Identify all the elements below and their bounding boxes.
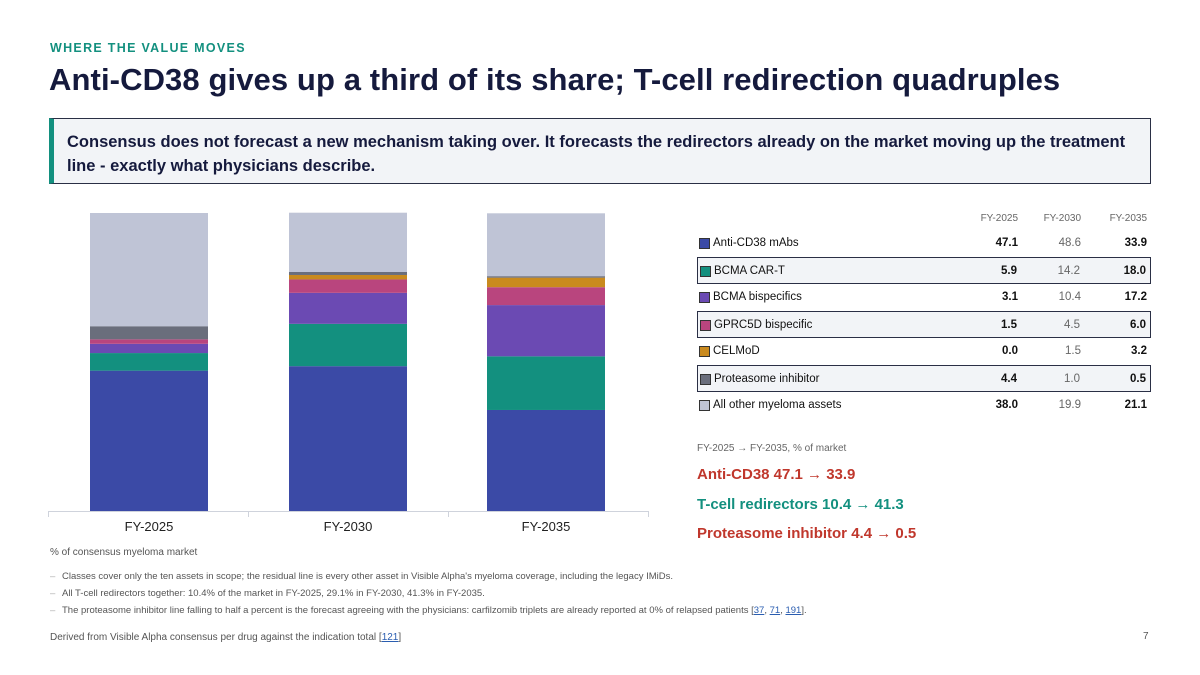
legend-swatch — [700, 374, 711, 385]
reference-link-71[interactable]: 71 — [769, 605, 781, 616]
source-end: ] — [398, 632, 402, 643]
col-header-fy2035: FY-2035 — [1109, 213, 1147, 224]
bar-segment-bcma-bispecifics-fy-2025 — [90, 343, 208, 354]
bar-segment-all-other-myeloma-assets-fy-2025 — [90, 213, 208, 327]
table-row: All other myeloma assets 38.0 19.9 21.1 — [697, 392, 1151, 419]
row-value: 19.9 — [1058, 399, 1081, 411]
source-footer: Derived from Visible Alpha consensus per… — [50, 632, 401, 643]
reference-link-121[interactable]: 121 — [381, 632, 399, 643]
footnote-3: The proteasome inhibitor line falling to… — [50, 605, 807, 616]
legend-swatch — [699, 292, 710, 303]
bar-segment-proteasome-inhibitor-fy-2025 — [90, 326, 208, 340]
legend-swatch — [699, 400, 710, 411]
row-value: 48.6 — [1058, 237, 1081, 249]
row-value: 4.4 — [1001, 373, 1017, 385]
row-value: 10.4 — [1058, 291, 1081, 303]
bar-segment-all-other-myeloma-assets-fy-2035 — [487, 213, 605, 277]
page-number: 7 — [1143, 631, 1149, 642]
row-value: 0.0 — [1002, 345, 1018, 357]
row-value: 14.2 — [1057, 265, 1080, 277]
bar-segment-bcma-car-t-fy-2025 — [90, 353, 208, 371]
row-value: 17.2 — [1124, 291, 1147, 303]
bar-segment-celmod-fy-2035 — [487, 277, 605, 288]
slide-title: Anti-CD38 gives up a third of its share;… — [49, 62, 1061, 97]
move-t-cell-redirectors: T-cell redirectors 10.4 → 41.3 — [697, 496, 904, 513]
row-label: All other myeloma assets — [713, 399, 842, 411]
move-proteasome-inhibitor: Proteasome inhibitor 4.4 → 0.5 — [697, 525, 917, 542]
row-value: 0.5 — [1130, 373, 1146, 385]
legend-swatch — [699, 346, 710, 357]
row-value: 33.9 — [1124, 237, 1147, 249]
row-label: GPRC5D bispecific — [714, 319, 813, 331]
footnote-1: Classes cover only the ten assets in sco… — [50, 571, 807, 582]
footnotes: Classes cover only the ten assets in sco… — [50, 571, 807, 622]
row-value: 47.1 — [995, 237, 1018, 249]
bar-segment-all-other-myeloma-assets-fy-2030 — [289, 212, 407, 273]
col-header-fy2030: FY-2030 — [1043, 213, 1081, 224]
bar-segment-bcma-car-t-fy-2030 — [289, 323, 407, 367]
table-row: CELMoD 0.0 1.5 3.2 — [697, 338, 1151, 365]
move-anti-cd38: Anti-CD38 47.1 → 33.9 — [697, 466, 856, 483]
bar-segment-bcma-car-t-fy-2035 — [487, 356, 605, 410]
col-header-fy2025: FY-2025 — [980, 213, 1018, 224]
bar-segment-gprc5d-bispecific-fy-2035 — [487, 287, 605, 306]
x-tick-label: FY-2030 — [324, 519, 373, 534]
legend-swatch — [699, 238, 710, 249]
row-label: Anti-CD38 mAbs — [713, 237, 799, 249]
table-row: Proteasome inhibitor 4.4 1.0 0.5 — [697, 365, 1151, 392]
source-text: Derived from Visible Alpha consensus per… — [50, 632, 382, 643]
bar-segment-anti-cd38-mabs-fy-2035 — [487, 409, 605, 511]
bar-segment-celmod-fy-2030 — [289, 274, 407, 280]
separator: , — [764, 605, 770, 616]
bar-segment-proteasome-inhibitor-fy-2030 — [289, 272, 407, 275]
table-row: GPRC5D bispecific 1.5 4.5 6.0 — [697, 311, 1151, 338]
footnote-2: All T-cell redirectors together: 10.4% o… — [50, 588, 807, 599]
row-value: 3.1 — [1002, 291, 1018, 303]
callout-text: Consensus does not forecast a new mechan… — [67, 133, 1126, 175]
bar-segment-proteasome-inhibitor-fy-2035 — [487, 276, 605, 278]
row-value: 5.9 — [1001, 265, 1017, 277]
row-value: 1.5 — [1001, 319, 1017, 331]
bar-segment-bcma-bispecifics-fy-2035 — [487, 305, 605, 357]
footnote-3-end: ]. — [801, 605, 807, 616]
bar-segment-bcma-bispecifics-fy-2030 — [289, 292, 407, 324]
separator: , — [780, 605, 786, 616]
table-row: BCMA CAR-T 5.9 14.2 18.0 — [697, 257, 1151, 284]
table-row: BCMA bispecifics 3.1 10.4 17.2 — [697, 284, 1151, 311]
legend-swatch — [700, 320, 711, 331]
reference-link-191[interactable]: 191 — [785, 605, 802, 616]
bar-segment-gprc5d-bispecific-fy-2030 — [289, 279, 407, 293]
table-header: FY-2025 FY-2030 FY-2035 — [697, 210, 1151, 230]
values-table: FY-2025 FY-2030 FY-2035 Anti-CD38 mAbs 47… — [697, 210, 1151, 419]
row-value: 6.0 — [1130, 319, 1146, 331]
row-value: 1.0 — [1064, 373, 1080, 385]
reference-link-37[interactable]: 37 — [753, 605, 765, 616]
x-tick-label: FY-2035 — [522, 519, 571, 534]
bar-segment-gprc5d-bispecific-fy-2025 — [90, 339, 208, 344]
bar-segment-anti-cd38-mabs-fy-2030 — [289, 366, 407, 511]
x-tick-label: FY-2025 — [125, 519, 174, 534]
row-value: 38.0 — [995, 399, 1018, 411]
row-label: BCMA bispecifics — [713, 291, 802, 303]
row-value: 18.0 — [1123, 265, 1146, 277]
unit-note: % of consensus myeloma market — [50, 547, 198, 558]
row-value: 3.2 — [1131, 345, 1147, 357]
stacked-bar-chart: FY-2025 FY-2030 FY-2035 — [48, 212, 649, 534]
row-label: Proteasome inhibitor — [714, 373, 820, 385]
row-value: 21.1 — [1124, 399, 1147, 411]
bar-segment-anti-cd38-mabs-fy-2025 — [90, 370, 208, 511]
legend-swatch — [700, 266, 711, 277]
row-label: CELMoD — [713, 345, 760, 357]
key-message-callout: Consensus does not forecast a new mechan… — [49, 118, 1151, 184]
moves-caption: FY-2025 → FY-2035, % of market — [697, 443, 847, 454]
row-label: BCMA CAR-T — [714, 265, 785, 277]
row-value: 1.5 — [1065, 345, 1081, 357]
row-value: 4.5 — [1064, 319, 1080, 331]
section-eyebrow: WHERE THE VALUE MOVES — [50, 41, 246, 55]
table-row: Anti-CD38 mAbs 47.1 48.6 33.9 — [697, 230, 1151, 257]
footnote-3-text: The proteasome inhibitor line falling to… — [62, 605, 754, 616]
